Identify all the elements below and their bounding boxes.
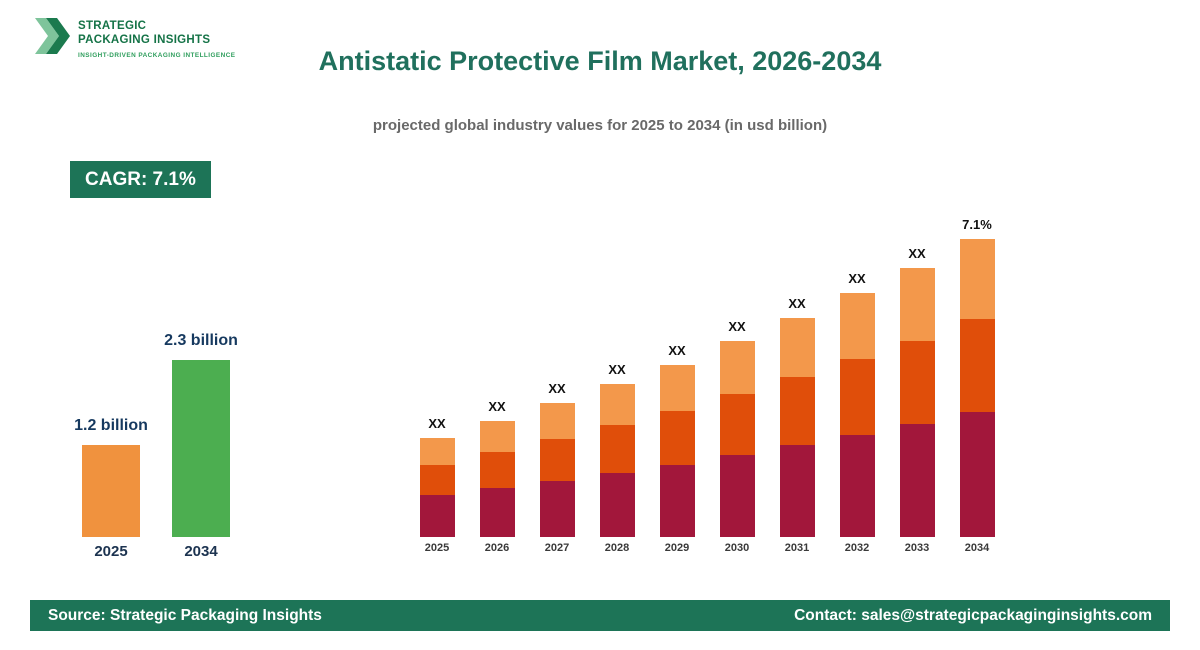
stacked-bar-2029	[660, 365, 695, 537]
bar-segment-top	[780, 318, 815, 378]
bar-segment-bottom	[540, 480, 575, 537]
stacked-bar-2033	[900, 268, 935, 537]
bar-segment-bottom	[660, 464, 695, 537]
logo-chevrons-icon	[35, 18, 70, 54]
cagr-badge: CAGR: 7.1%	[70, 161, 211, 198]
logo-name-line2: PACKAGING INSIGHTS	[78, 34, 211, 47]
bar-segment-bottom	[840, 434, 875, 537]
bar-segment-middle	[720, 393, 755, 455]
summary-bar-value-label: 1.2 billion	[74, 417, 148, 434]
footer-contact: Contact: sales@strategicpackaginginsight…	[794, 606, 1152, 624]
bar-segment-top	[840, 293, 875, 359]
bar-segment-bottom	[720, 454, 755, 537]
bar-segment-bottom	[420, 495, 455, 537]
x-axis-label: 2031	[784, 542, 810, 554]
bar-value-label: XX	[488, 399, 506, 414]
chart-title: Antistatic Protective Film Market, 2026-…	[318, 46, 882, 76]
chart-subtitle: projected global industry values for 202…	[372, 117, 828, 134]
bar-segment-middle	[960, 319, 995, 412]
summary-bar-value-label: 2.3 billion	[164, 332, 238, 349]
bar-value-label: XX	[428, 416, 446, 431]
bar-segment-top	[960, 239, 995, 320]
bar-value-label: XX	[668, 343, 686, 358]
summary-bar-year-label: 2025	[94, 543, 128, 560]
bar-segment-middle	[600, 425, 635, 473]
bar-segment-top	[540, 402, 575, 440]
bar-segment-middle	[660, 411, 695, 465]
stacked-bar-chart: XX 2025 XX 2026 XX 2027 XX 2028 XX 2029 XX 2030 XX 20…	[400, 177, 1020, 556]
x-axis-label: 2028	[604, 542, 630, 554]
bar-value-label: 7.1%	[962, 217, 992, 232]
bar-segment-bottom	[780, 445, 815, 537]
stacked-bar-2030	[720, 341, 755, 537]
stacked-bar-2027	[540, 402, 575, 537]
bar-segment-bottom	[600, 472, 635, 537]
bar-value-label: XX	[548, 381, 566, 396]
bar-segment-middle	[900, 340, 935, 425]
bar-value-label: XX	[788, 296, 806, 311]
x-axis-label: 2026	[484, 542, 510, 554]
bar-value-label: XX	[908, 246, 926, 261]
summary-bar-2034	[172, 360, 230, 537]
bar-segment-middle	[480, 452, 515, 489]
bar-segment-top	[900, 268, 935, 341]
x-axis-label: 2030	[724, 542, 750, 554]
bar-value-label: XX	[728, 319, 746, 334]
bar-segment-top	[720, 341, 755, 394]
stacked-bar-2026	[480, 421, 515, 537]
x-axis-label: 2029	[664, 542, 690, 554]
stacked-bar-2032	[840, 293, 875, 537]
bar-segment-middle	[420, 464, 455, 496]
x-axis-label: 2025	[424, 542, 450, 554]
footer-bar: Source: Strategic Packaging Insights Con…	[30, 600, 1170, 631]
stacked-bar-2025	[420, 438, 455, 537]
x-axis-label: 2027	[544, 542, 570, 554]
bar-segment-top	[480, 421, 515, 453]
stacked-bar-2034	[960, 239, 995, 537]
bar-segment-bottom	[900, 424, 935, 537]
logo-text-block: STRATEGIC PACKAGING INSIGHTS INSIGHT-DRI…	[78, 12, 236, 59]
summary-bar-chart: 1.2 billion 2025 2.3 billion 2034	[60, 300, 300, 562]
logo-tagline: INSIGHT-DRIVEN PACKAGING INTELLIGENCE	[78, 51, 236, 59]
bar-segment-middle	[780, 377, 815, 446]
x-axis-label: 2032	[844, 542, 870, 554]
brand-logo: STRATEGIC PACKAGING INSIGHTS INSIGHT-DRI…	[35, 12, 236, 60]
footer-source: Source: Strategic Packaging Insights	[48, 606, 322, 624]
summary-bar-year-label: 2034	[184, 543, 218, 560]
logo-name-line1: STRATEGIC	[78, 20, 147, 32]
stacked-bar-2031	[780, 318, 815, 537]
bar-segment-middle	[840, 358, 875, 435]
summary-bar-2025	[82, 445, 140, 537]
bar-segment-middle	[540, 439, 575, 481]
stacked-bar-2028	[600, 383, 635, 537]
bar-segment-bottom	[480, 488, 515, 537]
bar-value-label: XX	[848, 271, 866, 286]
x-axis-label: 2034	[964, 542, 990, 554]
bar-segment-top	[660, 365, 695, 412]
bar-segment-top	[600, 383, 635, 426]
bar-value-label: XX	[608, 362, 626, 377]
bar-segment-top	[420, 438, 455, 465]
bar-segment-bottom	[960, 411, 995, 537]
x-axis-label: 2033	[904, 542, 930, 554]
